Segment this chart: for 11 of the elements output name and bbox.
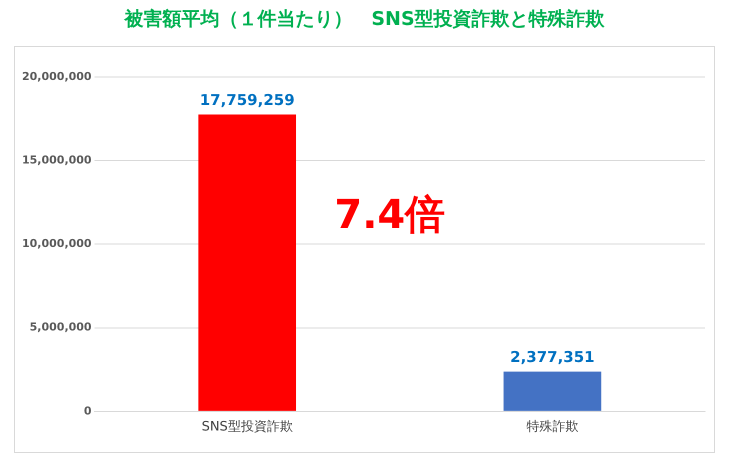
data-label: 2,377,351	[510, 348, 595, 366]
x-tick-label: SNS型投資詐欺	[202, 420, 293, 435]
chart-title: 被害額平均（１件当たり） SNS型投資詐欺と特殊詐欺	[123, 7, 606, 32]
data-label: 17,759,259	[200, 90, 295, 109]
y-tick-label: 5,000,000	[30, 320, 92, 334]
x-tick-label: 特殊詐欺	[526, 420, 578, 435]
y-tick-label: 10,000,000	[22, 237, 92, 250]
y-tick-label: 15,000,000	[22, 153, 92, 166]
y-tick-label: 20,000,000	[22, 70, 92, 83]
y-tick-label: 0	[84, 404, 92, 418]
annotation: 7.4倍	[334, 192, 446, 238]
